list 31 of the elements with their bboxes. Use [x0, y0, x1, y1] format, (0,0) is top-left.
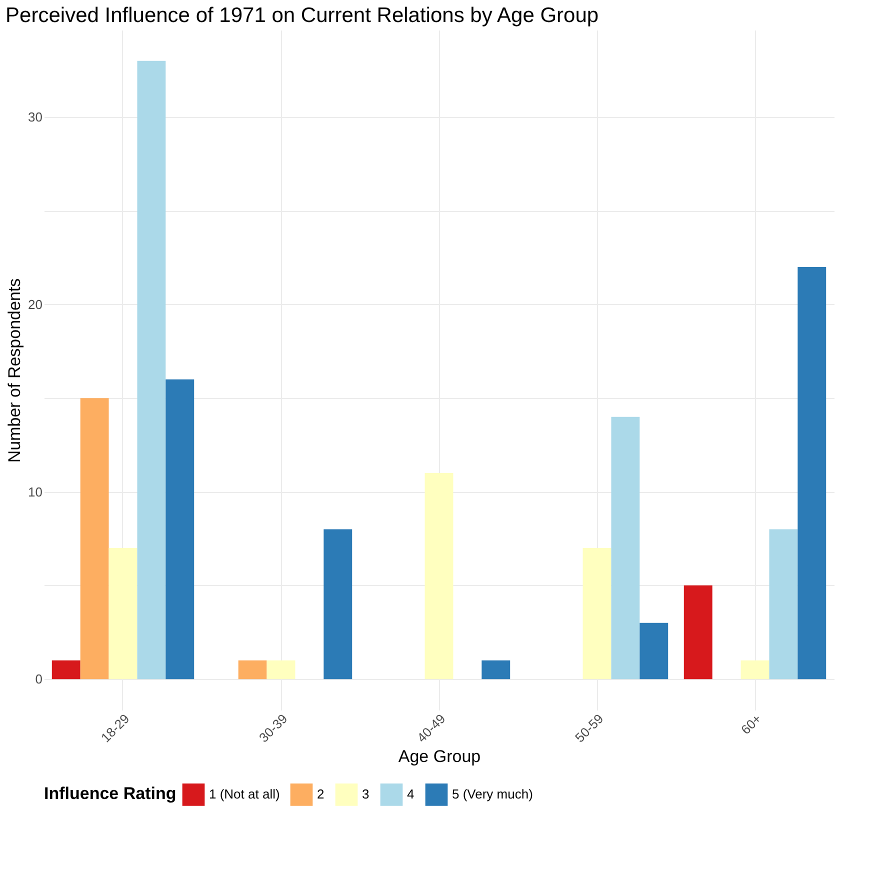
- bar: [798, 266, 826, 680]
- legend-label: 1 (Not at all): [209, 786, 280, 802]
- bar: [108, 548, 138, 680]
- legend-label: 4: [407, 786, 414, 802]
- y-tick-label: 30: [28, 110, 42, 125]
- bar: [52, 660, 80, 680]
- y-tick-label: 20: [28, 296, 42, 312]
- bar: [137, 60, 166, 680]
- bar: [740, 660, 770, 680]
- bar: [482, 660, 510, 680]
- bar: [769, 529, 798, 680]
- legend-label: 5 (Very much): [452, 786, 533, 802]
- bar: [166, 379, 194, 680]
- legend-label: 2: [317, 786, 324, 802]
- bar: [582, 548, 612, 680]
- bar: [80, 398, 109, 680]
- bar: [324, 529, 352, 680]
- legend-title: Influence Rating: [44, 784, 176, 803]
- x-tick-label: 60+: [738, 711, 764, 738]
- bar: [266, 660, 296, 680]
- y-axis-title: Number of Respondents: [5, 278, 24, 463]
- y-tick-label: 10: [28, 484, 42, 500]
- bar: [424, 473, 454, 680]
- chart-title: Perceived Influence of 1971 on Current Relations by Age Group: [6, 4, 599, 27]
- bar: [640, 622, 668, 680]
- bar: [684, 585, 712, 680]
- legend-label: 3: [362, 786, 370, 802]
- bar: [238, 660, 267, 680]
- y-tick-label: 0: [35, 672, 42, 687]
- x-axis-title: Age Group: [398, 747, 481, 766]
- bar: [611, 416, 640, 680]
